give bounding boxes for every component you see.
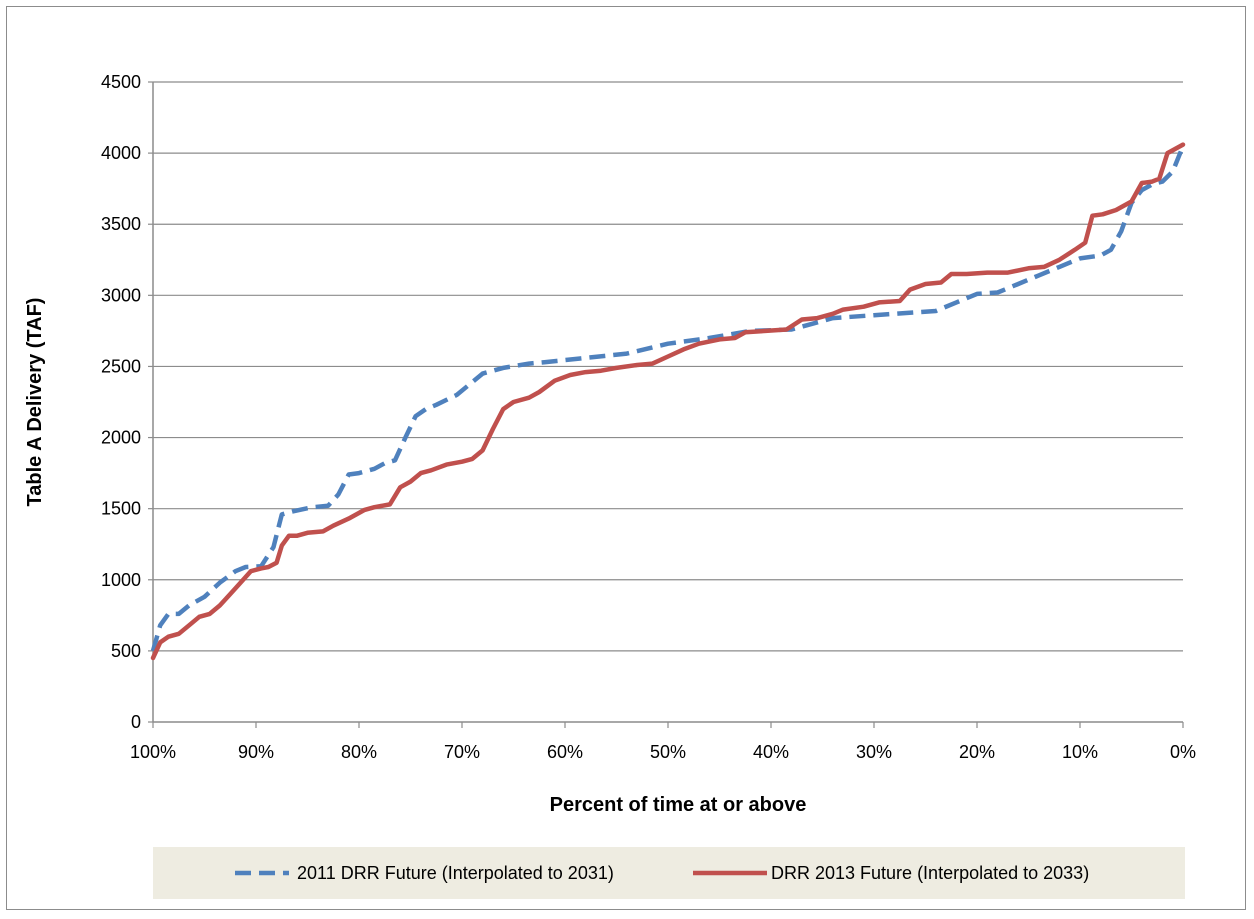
chart-area: 0 500 1000 1500 2000 2500 3000 3500 4000 4500 100… <box>6 6 1246 910</box>
series-lines <box>150 142 1186 661</box>
y-tick-label: 3000 <box>101 285 141 305</box>
legend-label-2011-drr: 2011 DRR Future (Interpolated to 2031) <box>297 863 614 883</box>
series-line-2011-drr <box>150 145 1186 652</box>
legend-background <box>153 847 1185 899</box>
y-tick-label: 500 <box>111 641 141 661</box>
x-tick-marks <box>152 722 1184 728</box>
y-axis-title: Table A Delivery (TAF) <box>24 298 46 507</box>
x-tick-label: 70% <box>444 742 480 762</box>
line-chart: 0 500 1000 1500 2000 2500 3000 3500 4000 4500 100… <box>24 72 1196 899</box>
x-tick-labels: 100% 90% 80% 70% 60% 50% 40% 30% 20% 10% 0% <box>130 742 1196 762</box>
x-tick-label: 100% <box>130 742 176 762</box>
x-tick-label: 10% <box>1062 742 1098 762</box>
x-tick-label: 20% <box>959 742 995 762</box>
x-tick-label: 50% <box>650 742 686 762</box>
y-tick-label: 0 <box>131 712 141 732</box>
y-tick-label: 2500 <box>101 356 141 376</box>
y-tick-label: 2000 <box>101 428 141 448</box>
y-tick-labels: 0 500 1000 1500 2000 2500 3000 3500 4000 4500 <box>101 72 141 732</box>
x-tick-label: 0% <box>1170 742 1196 762</box>
legend: 2011 DRR Future (Interpolated to 2031) D… <box>153 847 1185 899</box>
x-tick-label: 40% <box>753 742 789 762</box>
x-axis-title: Percent of time at or above <box>550 794 807 816</box>
gridlines <box>148 81 1183 723</box>
y-tick-label: 3500 <box>101 214 141 234</box>
series-line-drr-2013 <box>150 142 1186 661</box>
y-tick-label: 1000 <box>101 570 141 590</box>
x-tick-label: 90% <box>238 742 274 762</box>
y-tick-label: 1500 <box>101 499 141 519</box>
x-tick-label: 80% <box>341 742 377 762</box>
legend-label-drr-2013: DRR 2013 Future (Interpolated to 2033) <box>771 863 1089 883</box>
x-tick-label: 60% <box>547 742 583 762</box>
y-tick-label: 4000 <box>101 143 141 163</box>
x-tick-label: 30% <box>856 742 892 762</box>
y-tick-label: 4500 <box>101 72 141 92</box>
